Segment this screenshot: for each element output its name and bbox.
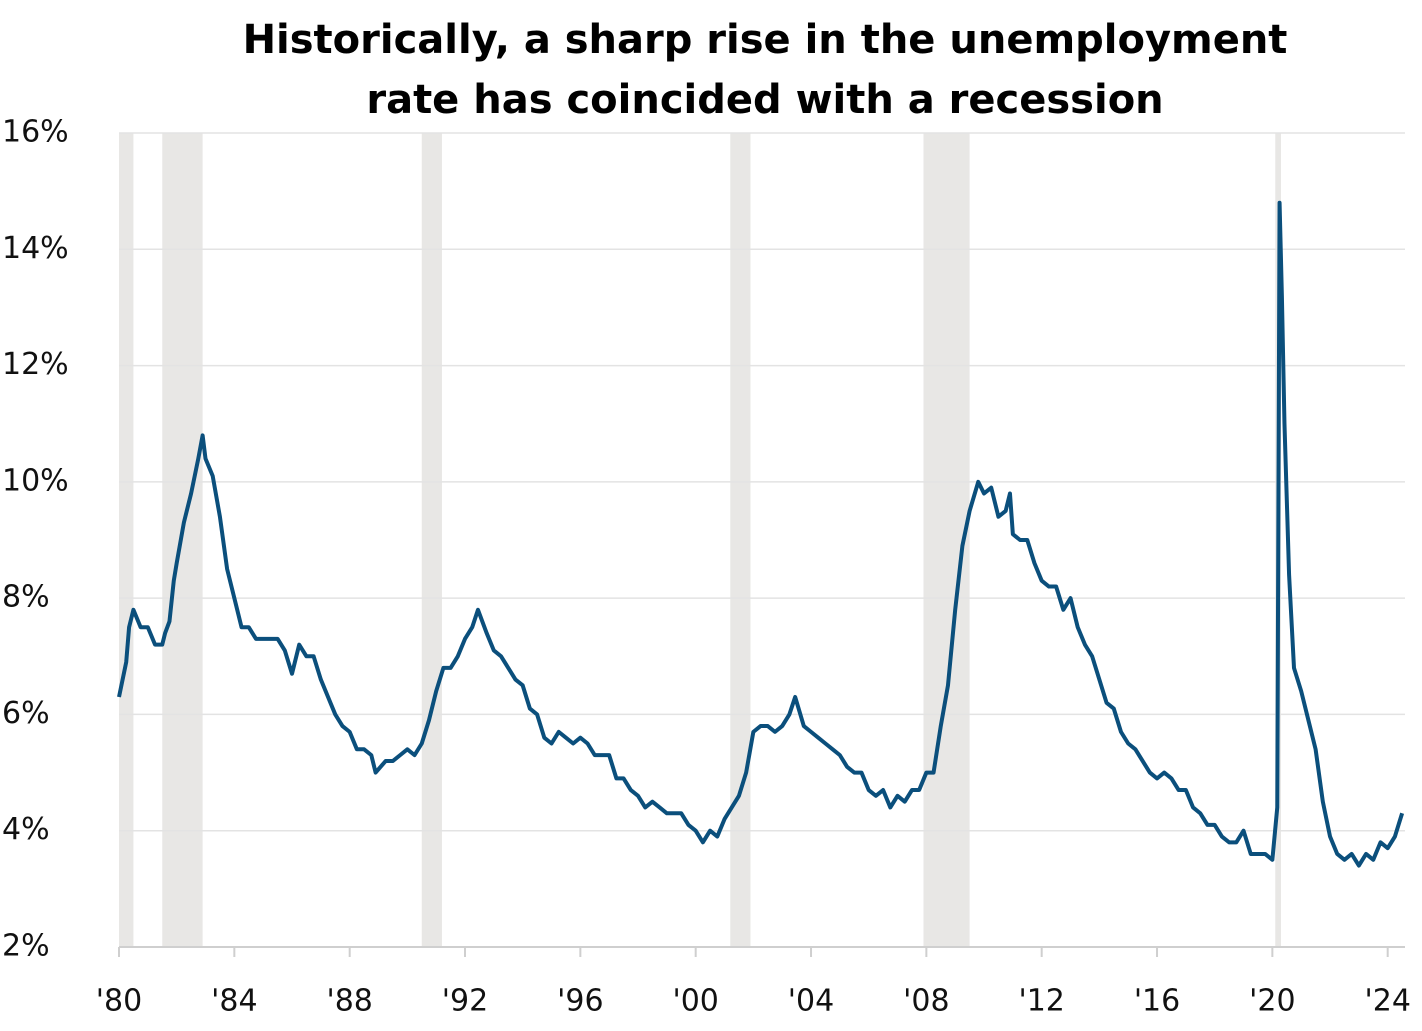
y-tick-label: 12% xyxy=(2,347,69,382)
y-tick-label: 10% xyxy=(2,463,69,498)
x-tick-label: '20 xyxy=(1249,984,1295,1019)
x-tick-label: '08 xyxy=(903,984,949,1019)
x-tick-label: '92 xyxy=(442,984,488,1019)
x-tick-label: '12 xyxy=(1018,984,1064,1019)
chart-title: Historically, a sharp rise in the unempl… xyxy=(242,17,1288,123)
x-tick-label: '00 xyxy=(672,984,718,1019)
y-tick-label: 16% xyxy=(2,115,69,150)
x-tick-label: '96 xyxy=(557,984,603,1019)
x-tick-label: '16 xyxy=(1134,984,1180,1019)
y-tick-label: 4% xyxy=(2,812,50,847)
y-tick-label: 8% xyxy=(2,580,50,615)
data-line xyxy=(117,200,1405,868)
x-tick-label: '24 xyxy=(1364,984,1410,1019)
y-tick-label: 6% xyxy=(2,696,50,731)
x-tick-label: '04 xyxy=(788,984,834,1019)
y-tick-label: 2% xyxy=(2,929,50,964)
x-tick-label: '84 xyxy=(211,984,257,1019)
recession-band xyxy=(730,133,751,947)
x-tick-label: '88 xyxy=(326,984,372,1019)
x-tick-label: '80 xyxy=(96,984,142,1019)
recession-band xyxy=(119,133,134,947)
y-tick-label: 14% xyxy=(2,231,69,266)
recession-band xyxy=(421,133,442,947)
